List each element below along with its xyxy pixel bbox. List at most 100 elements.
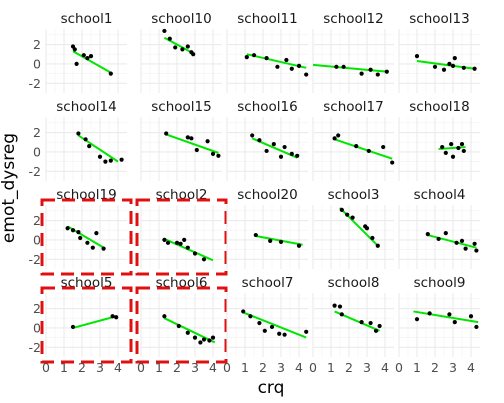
data-point: [269, 324, 275, 330]
x-tick-label: 3: [449, 360, 457, 375]
facet-panel: school19: [40, 187, 133, 276]
data-point: [253, 232, 258, 238]
data-point: [443, 231, 448, 236]
x-tick-label: 4: [467, 360, 475, 375]
data-point: [375, 243, 380, 248]
data-point: [65, 226, 70, 231]
fit-line: [72, 315, 117, 329]
data-point: [339, 207, 344, 212]
data-point: [162, 314, 167, 319]
data-point: [359, 319, 364, 325]
facet-label: school9: [414, 275, 466, 291]
data-point: [441, 67, 447, 72]
data-point: [173, 45, 178, 50]
x-tick-label: 3: [277, 360, 285, 375]
data-point: [456, 145, 461, 151]
data-point: [108, 71, 113, 76]
data-point: [427, 311, 432, 316]
data-point: [370, 235, 375, 241]
data-point: [337, 304, 343, 309]
data-point: [88, 54, 94, 59]
x-tick-label: 1: [155, 360, 163, 375]
fit-line: [416, 60, 475, 70]
data-point: [85, 240, 90, 245]
facet-label: school12: [323, 11, 383, 27]
x-tick-label: 2: [78, 360, 86, 375]
data-point: [459, 238, 465, 243]
data-point: [250, 133, 255, 138]
data-point: [251, 53, 257, 58]
x-tick-label: 2: [345, 360, 353, 375]
data-point: [85, 55, 90, 61]
facet-label: school4: [414, 187, 466, 203]
data-point: [70, 228, 76, 233]
highlight-box: [40, 286, 133, 364]
x-tick-label: 4: [381, 360, 389, 375]
fit-line: [72, 50, 112, 74]
data-point: [339, 312, 344, 317]
facet-panel: school1: [45, 11, 127, 93]
data-point: [282, 144, 287, 150]
data-point: [216, 153, 221, 158]
data-point: [414, 54, 420, 59]
data-point: [282, 332, 287, 337]
facet-label: school1: [61, 11, 113, 27]
data-point: [284, 57, 289, 63]
data-point: [354, 143, 359, 149]
facet-panel: school16: [226, 99, 308, 181]
facet-panel: school15: [140, 99, 222, 181]
y-axis-title: emot_dysreg: [0, 133, 19, 243]
data-point: [189, 136, 194, 141]
data-point: [468, 314, 474, 319]
x-tick-label: 0: [137, 360, 145, 375]
data-point: [472, 66, 477, 71]
data-point: [373, 328, 379, 333]
y-tick-label: 0: [33, 232, 41, 247]
data-point: [87, 143, 92, 149]
data-point: [474, 248, 479, 253]
x-tick-label: 3: [191, 360, 199, 375]
data-point: [474, 324, 479, 330]
data-point: [425, 231, 430, 237]
data-point: [450, 154, 456, 159]
data-point: [97, 154, 103, 159]
facet-label: school7: [242, 275, 294, 291]
fit-line: [255, 235, 303, 246]
data-point: [414, 317, 420, 322]
data-point: [390, 160, 395, 165]
data-point: [191, 52, 196, 57]
data-point: [167, 36, 172, 41]
data-point: [472, 241, 477, 246]
data-point: [192, 335, 198, 340]
y-tick-label: 2: [33, 37, 41, 52]
x-tick-label: 3: [363, 360, 371, 375]
y-tick-label: -2: [29, 76, 41, 91]
facet-panel: school17: [312, 99, 395, 181]
data-point: [205, 139, 210, 144]
data-point: [76, 230, 81, 235]
x-tick-label: 1: [60, 360, 68, 375]
data-point: [375, 72, 380, 77]
data-point: [452, 55, 457, 61]
y-tick-label: 0: [33, 56, 41, 71]
x-tick-label: 4: [295, 360, 303, 375]
fit-line: [334, 138, 393, 160]
data-point: [248, 314, 253, 319]
facet-label: school8: [328, 275, 380, 291]
data-point: [74, 61, 79, 67]
fit-line: [163, 238, 214, 262]
panels-layer: school1 school10 school11 school12 school13 s…: [40, 11, 480, 364]
y-tick-label: 2: [33, 125, 41, 140]
data-point: [70, 324, 76, 330]
facet-label: school3: [328, 187, 380, 203]
data-point: [81, 53, 86, 58]
facet-label: school10: [151, 11, 211, 27]
data-point: [296, 63, 302, 68]
data-point: [201, 337, 207, 342]
data-point: [345, 212, 350, 217]
data-point: [164, 131, 169, 136]
x-tick-label: 1: [413, 360, 421, 375]
data-point: [461, 65, 466, 70]
